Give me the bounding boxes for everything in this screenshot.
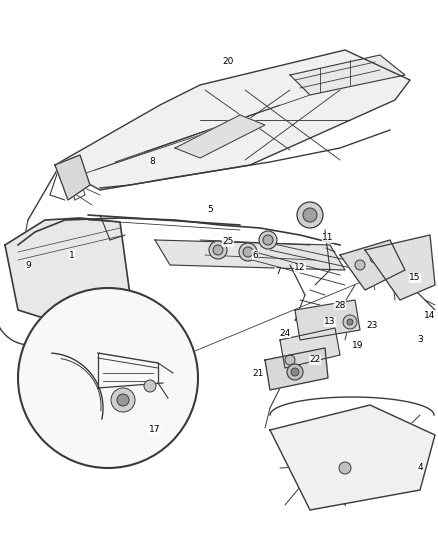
Text: 1: 1 [69,251,75,260]
Circle shape [285,355,295,365]
Text: 13: 13 [324,318,336,327]
Polygon shape [265,348,328,390]
Text: 6: 6 [252,251,258,260]
Text: 5: 5 [207,206,213,214]
Text: 20: 20 [223,58,234,67]
Polygon shape [5,218,130,320]
Polygon shape [290,55,405,95]
Text: 23: 23 [366,320,378,329]
Circle shape [213,245,223,255]
Text: 25: 25 [223,238,234,246]
Text: 19: 19 [352,341,364,350]
Circle shape [355,260,365,270]
Text: 24: 24 [279,328,291,337]
Text: 17: 17 [149,425,161,434]
Polygon shape [175,115,265,158]
Text: 8: 8 [149,157,155,166]
Circle shape [287,364,303,380]
Text: 11: 11 [322,233,334,243]
Text: 9: 9 [25,261,31,270]
Circle shape [117,394,129,406]
Circle shape [144,380,156,392]
Circle shape [243,247,253,257]
Circle shape [239,243,257,261]
Polygon shape [270,405,435,510]
Text: 7: 7 [275,268,281,277]
Circle shape [339,462,351,474]
Text: 12: 12 [294,263,306,272]
Circle shape [263,235,273,245]
Text: 21: 21 [252,368,264,377]
Text: 15: 15 [409,273,421,282]
Text: 4: 4 [417,464,423,472]
Polygon shape [365,235,435,300]
Circle shape [370,253,380,263]
Polygon shape [55,50,410,190]
Polygon shape [340,240,405,290]
Text: 28: 28 [334,301,346,310]
Polygon shape [55,155,90,200]
Circle shape [18,288,198,468]
Circle shape [347,319,353,325]
Circle shape [297,202,323,228]
Polygon shape [155,240,345,270]
Circle shape [343,315,357,329]
Circle shape [291,368,299,376]
Circle shape [259,231,277,249]
Circle shape [111,388,135,412]
Text: 3: 3 [417,335,423,344]
Circle shape [209,241,227,259]
Circle shape [303,208,317,222]
Text: 14: 14 [424,311,436,319]
Text: 22: 22 [309,356,321,365]
Polygon shape [295,300,360,340]
Polygon shape [280,328,340,368]
